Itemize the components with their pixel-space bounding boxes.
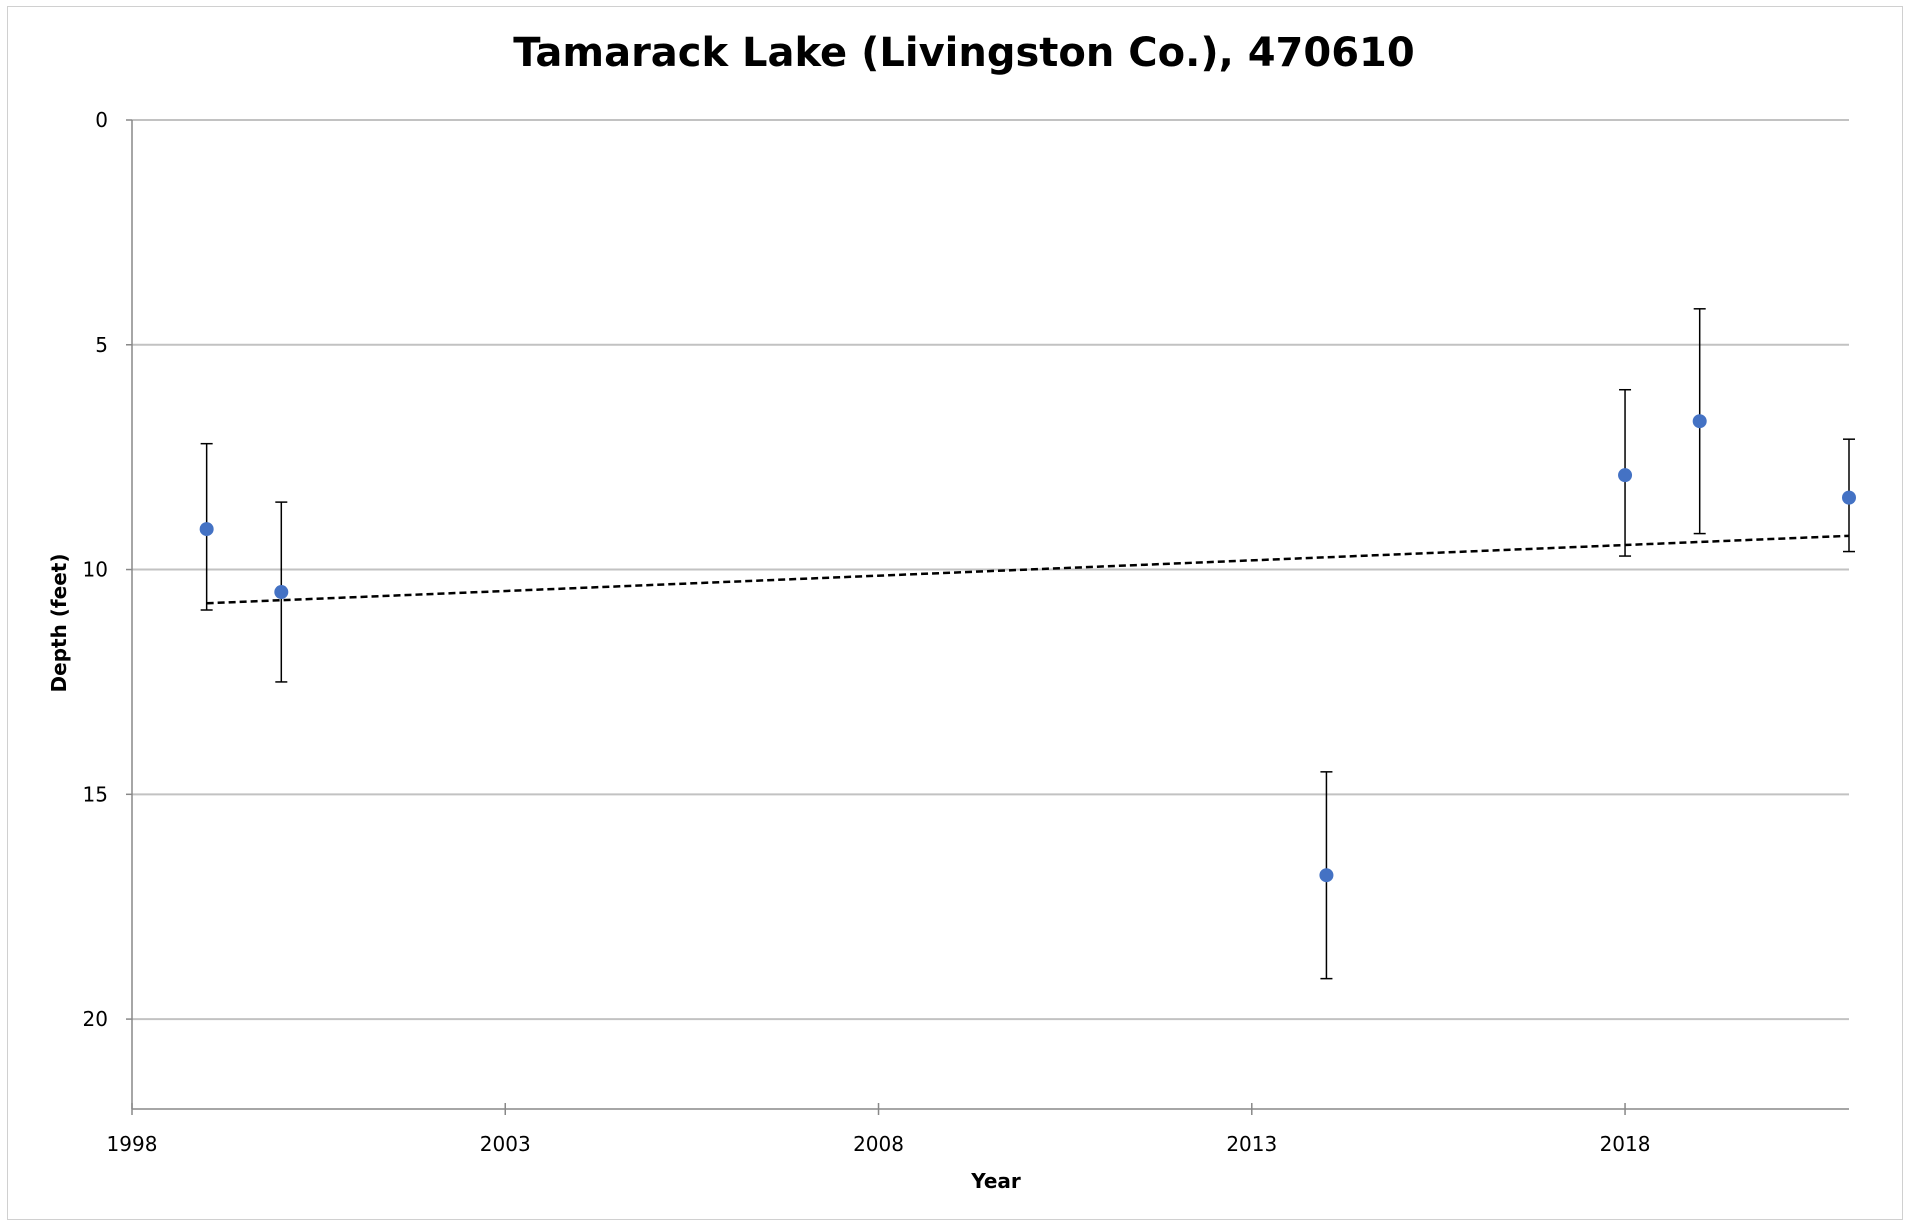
- x-axis-title: Year: [970, 1169, 1021, 1193]
- trendline: [206, 534, 1850, 605]
- scatter-chart: Tamarack Lake (Livingston Co.), 470610 0…: [47, 30, 1856, 1193]
- error-bars: [200, 308, 1855, 980]
- data-points: [199, 414, 1856, 883]
- x-tick-label-2018: 2018: [1600, 1132, 1651, 1156]
- data-point-2018: [1618, 468, 1633, 483]
- y-tick-label-15: 15: [83, 782, 108, 806]
- y-tick-label-5: 5: [95, 333, 108, 357]
- chart-title: Tamarack Lake (Livingston Co.), 470610: [513, 30, 1414, 76]
- data-point-1999: [199, 522, 214, 537]
- chart-frame: Tamarack Lake (Livingston Co.), 470610 0…: [7, 6, 1903, 1220]
- data-point-2021: [1842, 490, 1856, 505]
- y-axis-title: Depth (feet): [47, 554, 71, 693]
- x-tick-label-2008: 2008: [853, 1132, 904, 1156]
- x-tick-label-1998: 1998: [107, 1132, 158, 1156]
- linear-trendline: [206, 534, 1850, 605]
- tick-labels: 0 5 10 15 20 1998 2003 2008 2013 2018: [83, 108, 1651, 1156]
- y-tick-label-10: 10: [83, 558, 108, 582]
- data-point-2000: [274, 585, 289, 600]
- x-tick-label-2013: 2013: [1226, 1132, 1277, 1156]
- y-tick-label-0: 0: [95, 108, 108, 132]
- gridlines: [132, 119, 1849, 1021]
- axes: [126, 119, 1849, 1115]
- data-point-2014: [1319, 868, 1334, 883]
- data-point-2019: [1692, 414, 1707, 429]
- x-tick-label-2003: 2003: [480, 1132, 531, 1156]
- y-tick-label-20: 20: [83, 1007, 108, 1031]
